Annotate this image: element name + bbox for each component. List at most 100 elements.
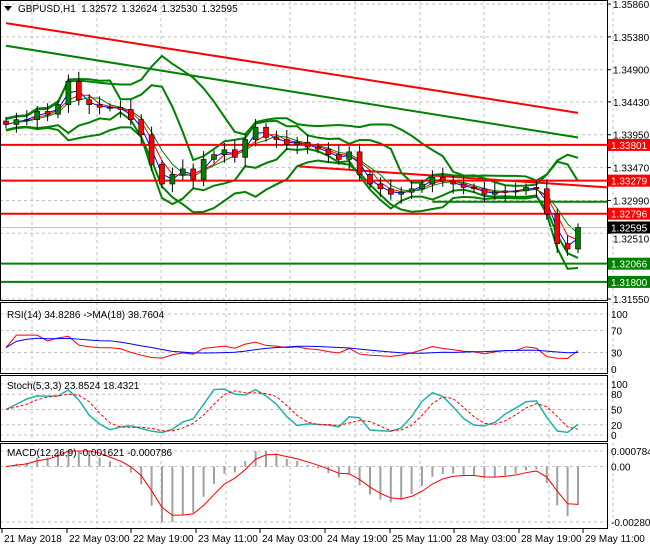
header-line: GBPUSD,H1 1.32572 1.32624 1.32530 1.32595 bbox=[18, 4, 238, 15]
candle bbox=[65, 81, 72, 105]
candle bbox=[356, 151, 363, 175]
stoch-panel[interactable] bbox=[5, 388, 579, 434]
y-tick-label: 0.00 bbox=[611, 463, 631, 474]
trendline bbox=[5, 22, 579, 114]
candle bbox=[439, 176, 446, 182]
candle bbox=[263, 126, 269, 138]
y-tick-label: 0 bbox=[611, 431, 617, 442]
y-tick-label: 20 bbox=[611, 421, 623, 432]
trendline bbox=[5, 44, 579, 139]
candle bbox=[543, 188, 550, 215]
y-tick-label: 1.34900 bbox=[613, 66, 650, 77]
y-tick-label: 1.32510 bbox=[613, 234, 650, 245]
candle bbox=[86, 99, 92, 105]
y-tick-label: 0 bbox=[611, 365, 617, 376]
symbol-label: GBPUSD,H1 bbox=[18, 4, 76, 15]
candle bbox=[180, 168, 186, 175]
moving-average bbox=[5, 90, 579, 248]
candle bbox=[533, 187, 540, 190]
candle bbox=[502, 190, 509, 193]
candle bbox=[211, 154, 217, 160]
level-tag-label: 1.33279 bbox=[611, 177, 648, 188]
candle bbox=[398, 191, 405, 195]
panel-frame bbox=[0, 443, 608, 529]
panel-frame bbox=[0, 375, 608, 442]
y-tick-label: 0.000784 bbox=[611, 447, 650, 458]
rsi-title: RSI(14) 34.8286 ->MA(18) 38.7604 bbox=[7, 310, 164, 321]
candle bbox=[575, 227, 581, 250]
candle bbox=[117, 107, 124, 110]
candle bbox=[315, 146, 321, 150]
candle bbox=[294, 141, 301, 145]
stoch-signal-line bbox=[5, 390, 579, 432]
candle bbox=[128, 109, 134, 120]
price-panel[interactable] bbox=[0, 22, 608, 283]
y-tick-label: 1.31550 bbox=[613, 295, 650, 306]
candle bbox=[252, 126, 259, 140]
ohlc-low: 1.32530 bbox=[161, 4, 198, 15]
ohlc-open: 1.32572 bbox=[81, 4, 118, 15]
bollinger-lower bbox=[5, 126, 579, 259]
candle bbox=[419, 183, 425, 190]
candle bbox=[44, 111, 51, 115]
y-tick-label: 80 bbox=[611, 390, 623, 401]
candle bbox=[159, 163, 165, 185]
candle bbox=[481, 188, 488, 195]
x-tick-label: 22 May 19:00 bbox=[133, 534, 194, 545]
bollinger-upper bbox=[5, 78, 579, 187]
level-tag bbox=[608, 174, 650, 187]
candle bbox=[23, 119, 30, 121]
x-tick-label: 28 May 19:00 bbox=[521, 534, 582, 545]
rsi-ma-line bbox=[5, 337, 579, 354]
x-tick-label: 29 May 11:00 bbox=[585, 534, 645, 545]
x-tick-label: 25 May 11:00 bbox=[392, 534, 452, 545]
y-tick-label: 1.34430 bbox=[613, 98, 650, 109]
level-tag-label: 1.33801 bbox=[611, 141, 648, 152]
candle bbox=[242, 139, 248, 158]
chart-header: GBPUSD,H1 1.32572 1.32624 1.32530 1.32595 bbox=[4, 4, 238, 15]
candle bbox=[554, 213, 561, 244]
candle bbox=[450, 180, 457, 185]
candle bbox=[387, 188, 394, 195]
candle bbox=[96, 104, 103, 108]
candle bbox=[190, 168, 196, 180]
rsi-panel[interactable] bbox=[5, 334, 579, 359]
x-tick-label: 24 May 19:00 bbox=[327, 534, 388, 545]
macd-panel[interactable] bbox=[5, 450, 579, 522]
candle bbox=[377, 183, 384, 190]
candle bbox=[200, 159, 207, 180]
x-tick-label: 21 May 2018 bbox=[4, 534, 62, 545]
candle bbox=[429, 176, 436, 185]
dropdown-triangle-icon[interactable] bbox=[4, 6, 12, 11]
current-price-label: 1.32595 bbox=[611, 223, 648, 234]
candle bbox=[221, 149, 228, 155]
y-tick-label: 100 bbox=[611, 380, 628, 391]
moving-average bbox=[5, 97, 579, 234]
candle bbox=[283, 139, 290, 145]
candle bbox=[34, 111, 41, 120]
candle bbox=[346, 151, 353, 160]
candle bbox=[460, 183, 467, 188]
candle bbox=[408, 188, 415, 193]
candle bbox=[148, 134, 155, 165]
y-tick-label: 1.35380 bbox=[613, 33, 650, 44]
grid bbox=[0, 0, 614, 528]
y-tick-label: 100 bbox=[611, 310, 628, 321]
trendline bbox=[297, 165, 608, 189]
level-tag-label: 1.32796 bbox=[611, 210, 648, 221]
candle bbox=[273, 137, 280, 140]
y-tick-label: 30 bbox=[611, 349, 623, 360]
candle bbox=[335, 154, 342, 160]
level-tag-label: 1.31800 bbox=[611, 278, 648, 289]
macd-title: MACD(12,26,9) -0.001621 -0.000786 bbox=[7, 448, 173, 459]
candle bbox=[169, 174, 176, 185]
current-price-tag bbox=[608, 221, 650, 234]
y-tick-label: 70 bbox=[611, 327, 623, 338]
level-tag bbox=[608, 257, 650, 270]
level-tag bbox=[608, 207, 650, 220]
candle bbox=[367, 174, 373, 185]
candle bbox=[232, 149, 238, 158]
